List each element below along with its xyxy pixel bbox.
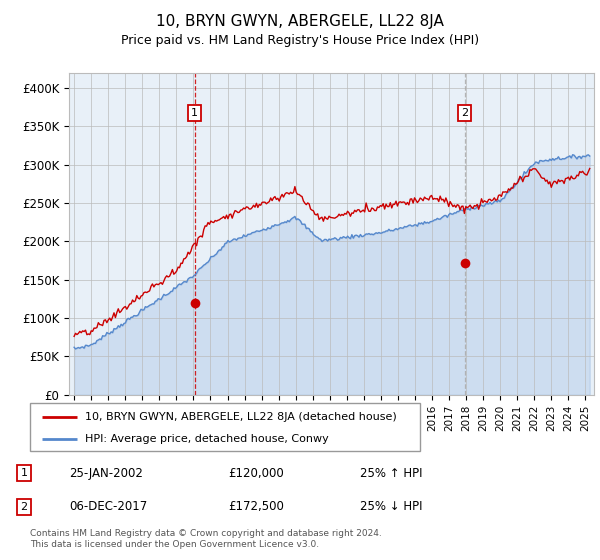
Text: Price paid vs. HM Land Registry's House Price Index (HPI): Price paid vs. HM Land Registry's House … (121, 34, 479, 46)
Text: £172,500: £172,500 (228, 500, 284, 514)
Text: 1: 1 (191, 108, 198, 118)
Text: 10, BRYN GWYN, ABERGELE, LL22 8JA (detached house): 10, BRYN GWYN, ABERGELE, LL22 8JA (detac… (85, 412, 397, 422)
Text: Contains HM Land Registry data © Crown copyright and database right 2024.
This d: Contains HM Land Registry data © Crown c… (30, 529, 382, 549)
Text: 2: 2 (20, 502, 28, 512)
FancyBboxPatch shape (30, 403, 420, 451)
Text: 10, BRYN GWYN, ABERGELE, LL22 8JA: 10, BRYN GWYN, ABERGELE, LL22 8JA (156, 14, 444, 29)
Text: £120,000: £120,000 (228, 466, 284, 480)
Text: 1: 1 (20, 468, 28, 478)
Text: 2: 2 (461, 108, 469, 118)
Text: 25% ↑ HPI: 25% ↑ HPI (360, 466, 422, 480)
Text: 25-JAN-2002: 25-JAN-2002 (69, 466, 143, 480)
Text: 06-DEC-2017: 06-DEC-2017 (69, 500, 147, 514)
Text: HPI: Average price, detached house, Conwy: HPI: Average price, detached house, Conw… (85, 434, 328, 444)
Text: 25% ↓ HPI: 25% ↓ HPI (360, 500, 422, 514)
